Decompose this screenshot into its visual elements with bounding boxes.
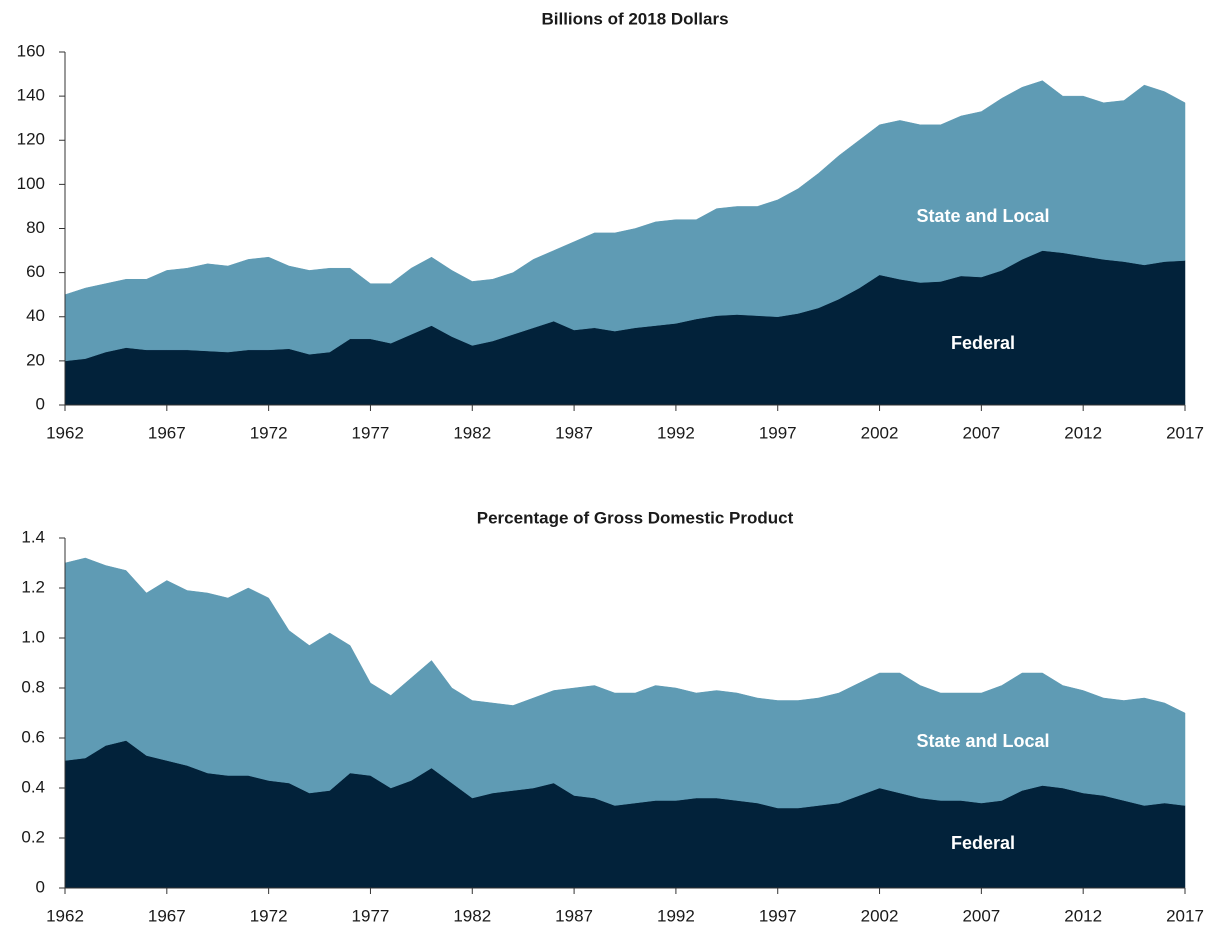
y-tick-label: 1.0	[21, 627, 45, 646]
area	[64, 80, 1186, 362]
y-tick-label: 0.4	[21, 777, 45, 796]
area-label: State and Local	[916, 731, 1049, 751]
y-tick-label: 1.2	[21, 577, 45, 596]
y-tick-label: 40	[26, 306, 45, 325]
chart-title: Billions of 2018 Dollars	[541, 9, 728, 28]
y-tick-label: 100	[17, 174, 45, 193]
y-tick-label: 1.4	[21, 527, 45, 546]
x-tick-label: 1972	[250, 906, 288, 925]
x-tick-label: 2017	[1166, 423, 1204, 442]
x-tick-label: 1982	[453, 906, 491, 925]
x-tick-label: 1967	[148, 423, 186, 442]
x-tick-label: 1962	[46, 906, 84, 925]
x-tick-label: 1977	[352, 423, 390, 442]
y-tick-label: 160	[17, 41, 45, 60]
x-tick-label: 1972	[250, 423, 288, 442]
area-label: Federal	[951, 833, 1015, 853]
y-tick-label: 0.6	[21, 727, 45, 746]
x-tick-label: 2007	[962, 423, 1000, 442]
y-tick-label: 0	[36, 394, 45, 413]
y-tick-label: 140	[17, 86, 45, 105]
y-tick-label: 120	[17, 130, 45, 149]
x-tick-label: 1977	[352, 906, 390, 925]
chart-title: Percentage of Gross Domestic Product	[477, 508, 794, 527]
y-tick-label: 0.8	[21, 677, 45, 696]
y-tick-label: 60	[26, 262, 45, 281]
x-tick-label: 1992	[657, 423, 695, 442]
y-tick-label: 20	[26, 350, 45, 369]
area-label: State and Local	[916, 206, 1049, 226]
x-tick-label: 1997	[759, 906, 797, 925]
y-tick-label: 80	[26, 218, 45, 237]
area-label: Federal	[951, 333, 1015, 353]
x-tick-label: 2007	[962, 906, 1000, 925]
x-tick-label: 1987	[555, 423, 593, 442]
x-tick-label: 2012	[1064, 906, 1102, 925]
x-tick-label: 2012	[1064, 423, 1102, 442]
x-tick-label: 1982	[453, 423, 491, 442]
area	[64, 557, 1186, 809]
x-tick-label: 1992	[657, 906, 695, 925]
x-tick-label: 2002	[861, 906, 899, 925]
x-tick-label: 1962	[46, 423, 84, 442]
x-tick-label: 2017	[1166, 906, 1204, 925]
x-tick-label: 1997	[759, 423, 797, 442]
y-tick-label: 0	[36, 877, 45, 896]
x-tick-label: 1967	[148, 906, 186, 925]
y-tick-label: 0.2	[21, 827, 45, 846]
x-tick-label: 1987	[555, 906, 593, 925]
x-tick-label: 2002	[861, 423, 899, 442]
